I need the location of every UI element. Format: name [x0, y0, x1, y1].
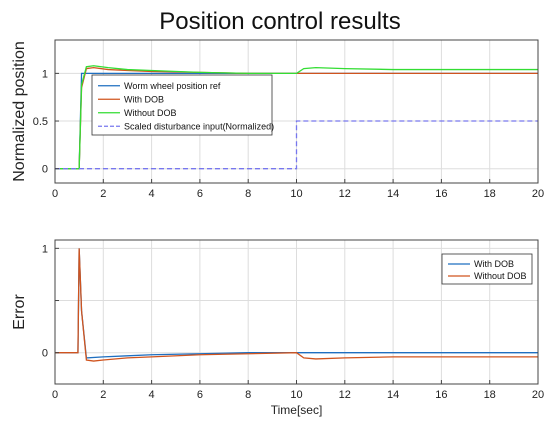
series-line-pos-2	[55, 65, 538, 170]
x-tick-label: 2	[100, 188, 106, 200]
x-tick-label: 20	[532, 389, 544, 401]
x-tick-label: 4	[149, 389, 155, 401]
x-tick-label: 12	[339, 389, 351, 401]
legend-label: Without DOB	[474, 271, 527, 281]
x-tick-label: 4	[149, 188, 155, 200]
x-tick-label: 2	[100, 389, 106, 401]
x-tick-label: 20	[532, 188, 544, 200]
chart-title: Position control results	[159, 8, 400, 35]
series-line-err-1	[55, 248, 538, 362]
x-tick-label: 18	[484, 389, 496, 401]
series-line-pos-3	[55, 120, 538, 170]
x-tick-label: 6	[197, 389, 203, 401]
x-tick-label: 18	[484, 188, 496, 200]
x-tick-label: 0	[52, 389, 58, 401]
error-panel: 0 2 4 6 8 10 12 14 16 18 20 0 1 Error Time[sec] With DO…	[11, 239, 544, 417]
legend-label: With DOB	[124, 94, 164, 104]
x-tick-label: 10	[290, 389, 302, 401]
y-tick-label: 0	[42, 348, 48, 360]
x-tick-label: 16	[435, 389, 447, 401]
y-tick-label: 1	[42, 243, 48, 255]
x-tick-label: 12	[339, 188, 351, 200]
y-tick-label: 1	[42, 68, 48, 80]
position-panel: 0 2 4 6 8 10 12 14 16 18 20 0 0.5 1 Normalized positio…	[11, 39, 544, 200]
x-tick-label: 10	[290, 188, 302, 200]
x-tick-label: 0	[52, 188, 58, 200]
legend-box	[91, 74, 273, 136]
series-line-pos-1	[55, 66, 538, 170]
legend-label: Worm wheel position ref	[124, 81, 221, 91]
x-axis-label: Time[sec]	[271, 403, 323, 417]
x-tick-label: 14	[387, 389, 399, 401]
legend-label: With DOB	[474, 259, 514, 269]
x-tick-label: 6	[197, 188, 203, 200]
legend-box	[441, 253, 533, 285]
legend-label: Scaled disturbance input(Normalized)	[124, 121, 274, 131]
y-tick-label: 0.5	[33, 116, 48, 128]
x-tick-label: 8	[245, 188, 251, 200]
x-tick-label: 14	[387, 188, 399, 200]
y-tick-label: 0	[42, 164, 48, 176]
x-tick-label: 8	[245, 389, 251, 401]
y-axis-label: Error	[11, 294, 28, 330]
legend-label: Without DOB	[124, 108, 177, 118]
x-tick-label: 16	[435, 188, 447, 200]
y-axis-label: Normalized position	[11, 41, 28, 182]
